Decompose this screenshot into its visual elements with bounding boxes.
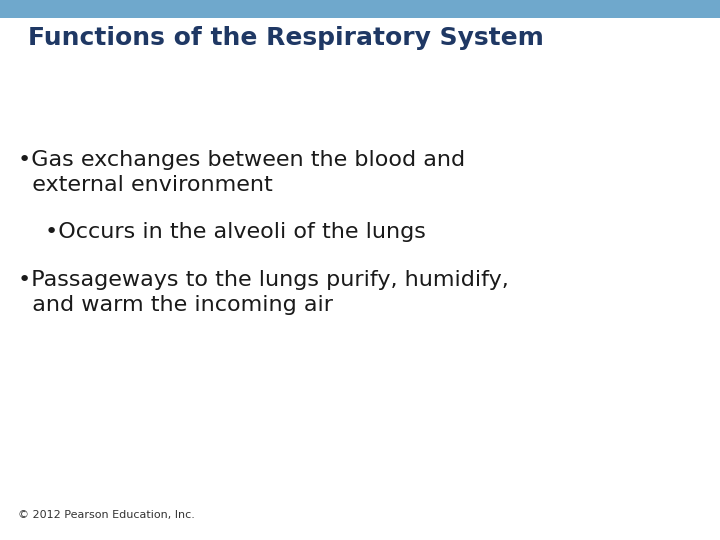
Text: •Passageways to the lungs purify, humidify,
  and warm the incoming air: •Passageways to the lungs purify, humidi… [18, 270, 509, 315]
Text: © 2012 Pearson Education, Inc.: © 2012 Pearson Education, Inc. [18, 510, 195, 520]
Bar [0, 0, 720, 18]
Text: Functions of the Respiratory System: Functions of the Respiratory System [28, 26, 544, 50]
Text: •Occurs in the alveoli of the lungs: •Occurs in the alveoli of the lungs [45, 222, 426, 242]
Text: •Gas exchanges between the blood and
  external environment: •Gas exchanges between the blood and ext… [18, 150, 465, 195]
